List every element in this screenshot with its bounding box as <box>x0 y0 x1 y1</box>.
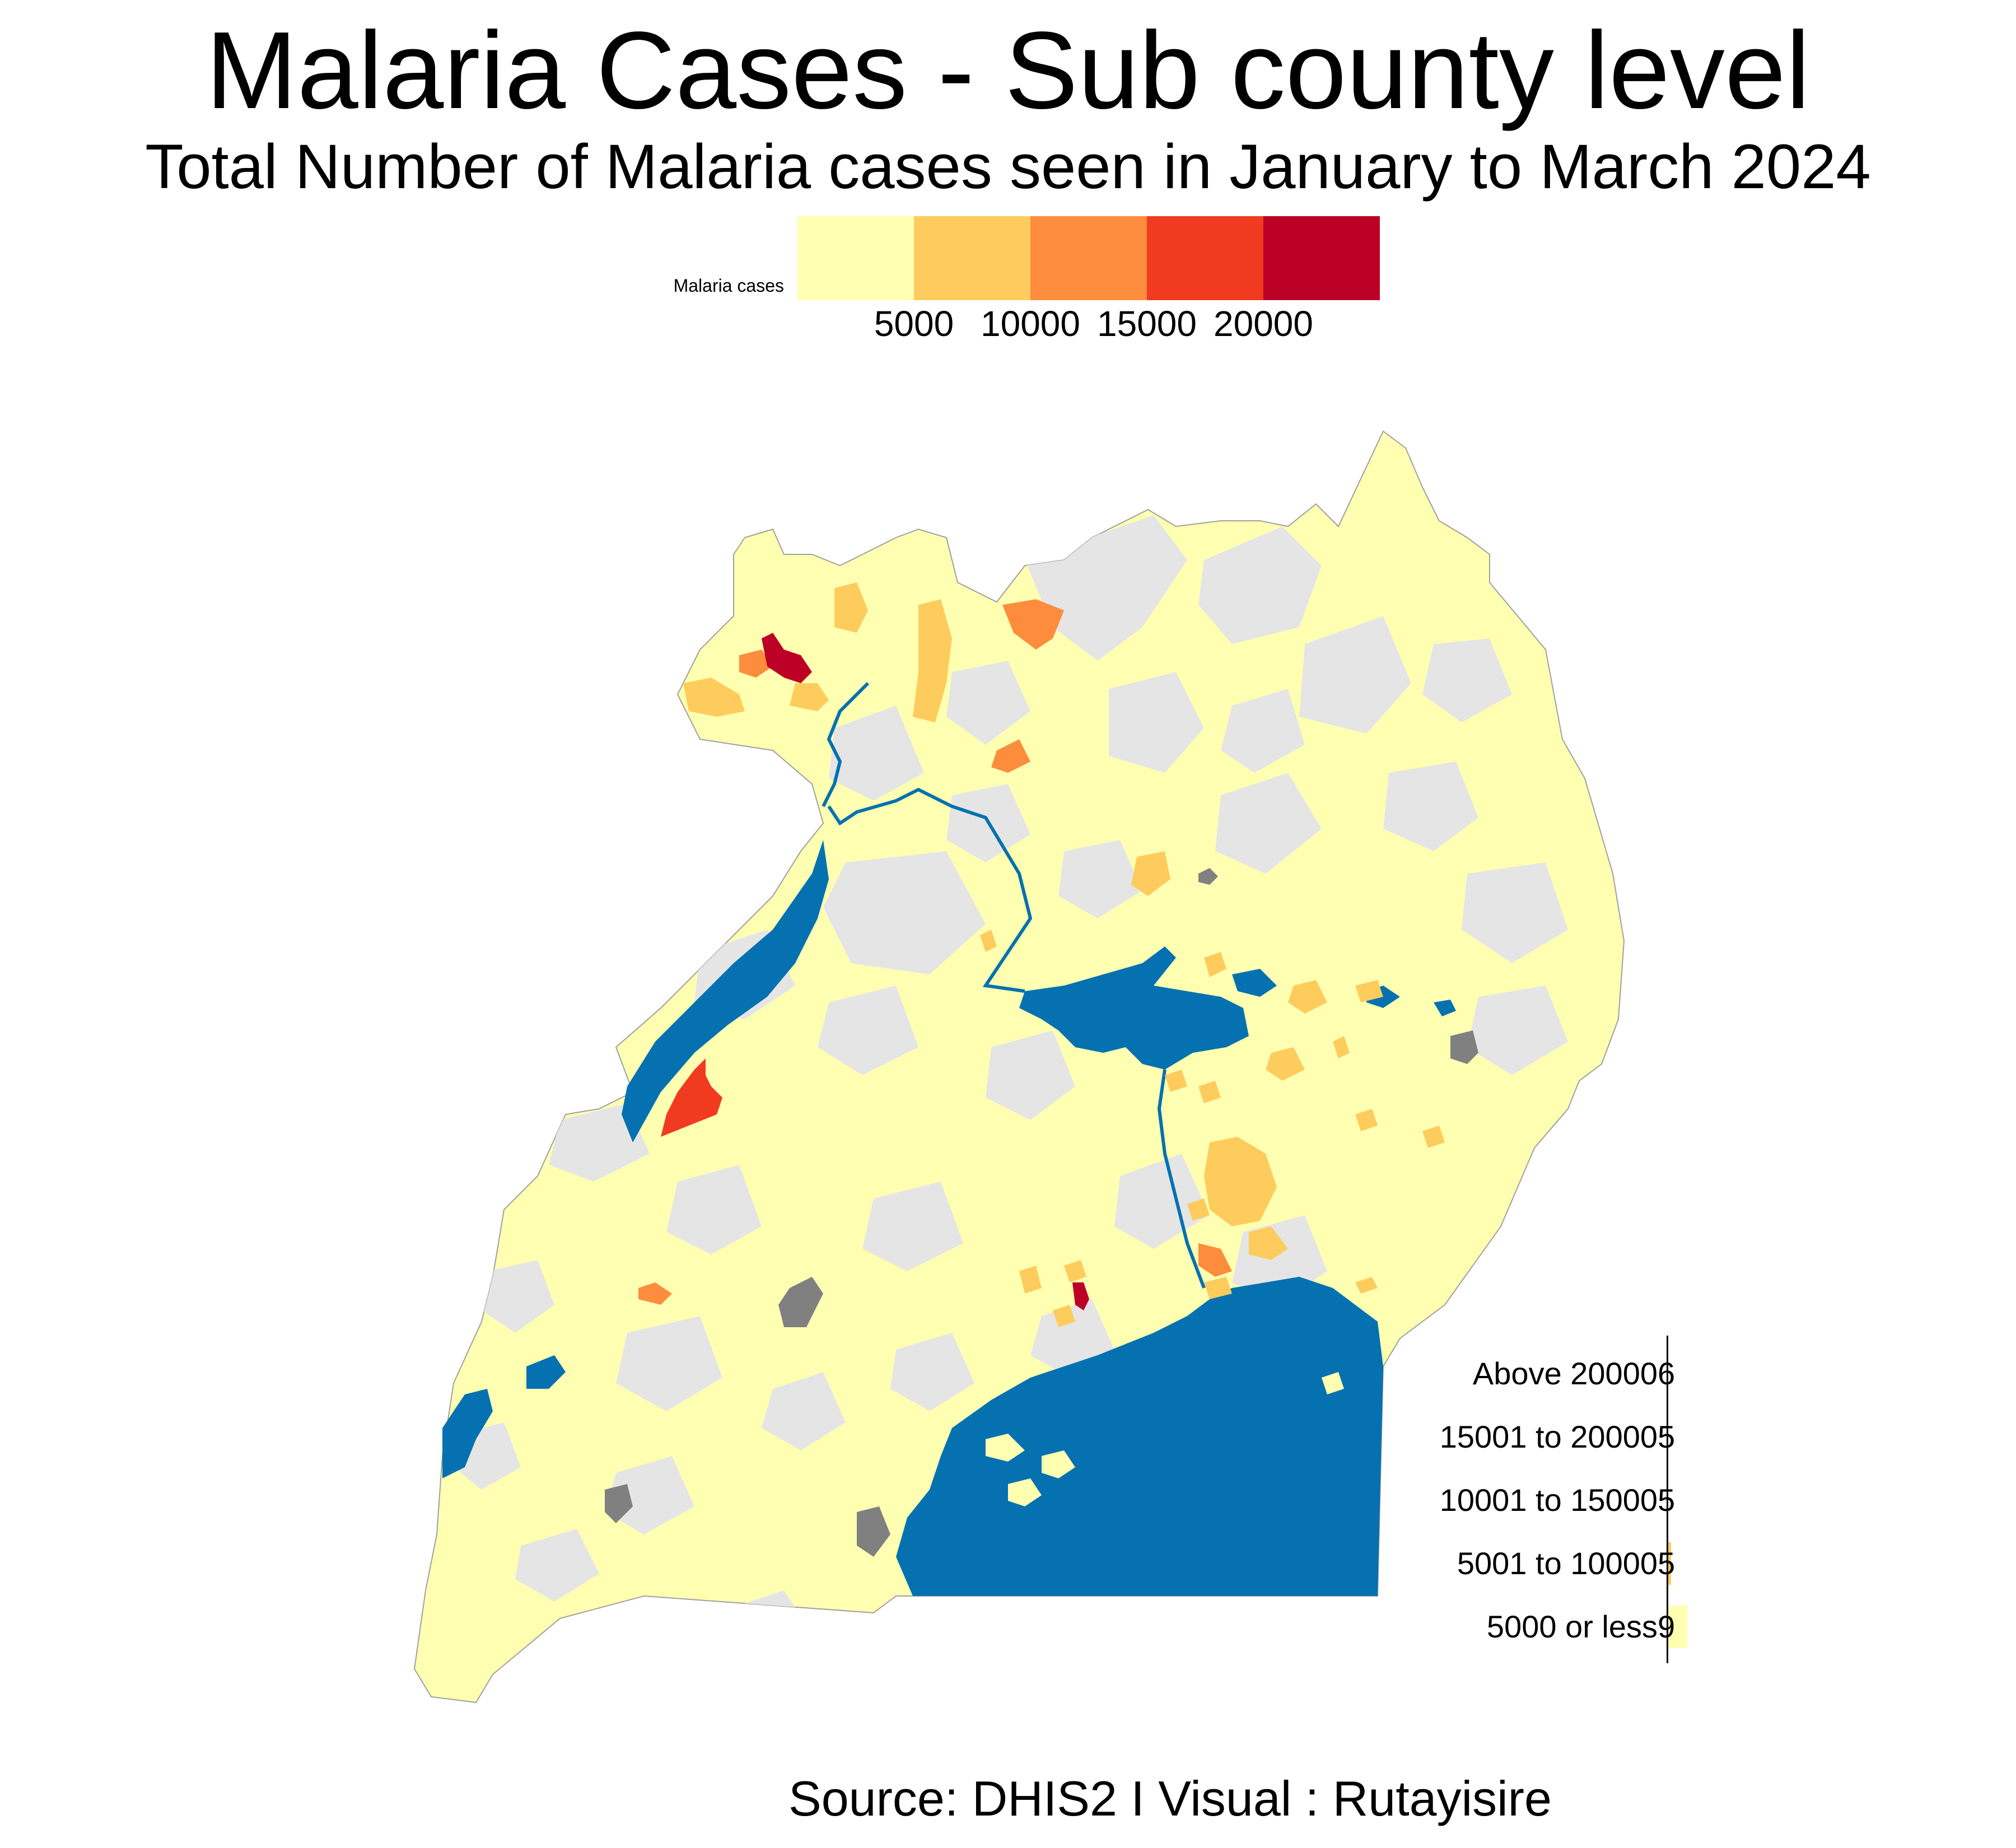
missing-data-subcounties <box>605 868 1478 1557</box>
bar-legend-value: 5 <box>1658 1485 1676 1516</box>
colorbar-swatch <box>797 216 914 300</box>
nile-river <box>827 787 1206 1289</box>
bar-legend-label: 5001 to 10000 <box>1457 1546 1658 1581</box>
page-subtitle: Total Number of Malaria cases seen in Ja… <box>145 132 1871 202</box>
bar-legend-axis <box>1667 1336 1668 1663</box>
colorbar-swatch <box>914 216 1030 300</box>
colorbar-title: Malaria cases <box>673 276 784 296</box>
colorbar-tick-label: 5000 <box>874 304 954 344</box>
colorbar-swatch <box>1147 216 1263 300</box>
colorbar-swatch <box>1263 216 1380 300</box>
bar-legend-label: 5000 or less <box>1486 1609 1658 1644</box>
lake-albert <box>622 840 829 1142</box>
colorbar-tick-label: 15000 <box>1097 304 1197 344</box>
bar-legend-value: 5 <box>1658 1421 1676 1453</box>
lake-george <box>526 1355 566 1389</box>
water-bodies <box>442 840 1456 1596</box>
source-caption: Source: DHIS2 I Visual : Rutayisire <box>788 1771 1552 1826</box>
bar-legend-label: 10001 to 15000 <box>1439 1482 1658 1518</box>
class-10001-15000-subcounties <box>638 599 1232 1305</box>
bar-legend-value: 6 <box>1658 1358 1676 1389</box>
bar-legend-label: 15001 to 20000 <box>1439 1419 1658 1454</box>
bar-legend-label: Above 20000 <box>1472 1356 1658 1391</box>
page-title: Malaria Cases - Sub county level <box>206 9 1810 132</box>
bar-legend-value: 9 <box>1658 1611 1676 1642</box>
lake-victoria <box>896 1277 1383 1596</box>
islands <box>986 1372 1344 1506</box>
no-data-subcounties <box>454 515 1568 1646</box>
class-15001-20000-subcounties <box>661 1058 722 1137</box>
class-above-20000-subcounties <box>762 633 1089 1310</box>
colorbar-tick-label: 20000 <box>1214 304 1313 344</box>
class-5001-10000-subcounties <box>683 582 1445 1327</box>
colorbar-swatch <box>1030 216 1147 300</box>
colorbar-tick-label: 10000 <box>981 304 1080 344</box>
bar-legend-fill <box>1668 1606 1687 1648</box>
nile-river-north <box>822 682 870 808</box>
bar-legend-fill <box>1668 1542 1671 1585</box>
lake-kyoga <box>1019 946 1249 1070</box>
bar-legend-value: 5 <box>1658 1548 1676 1579</box>
lake-edward <box>442 1389 493 1478</box>
